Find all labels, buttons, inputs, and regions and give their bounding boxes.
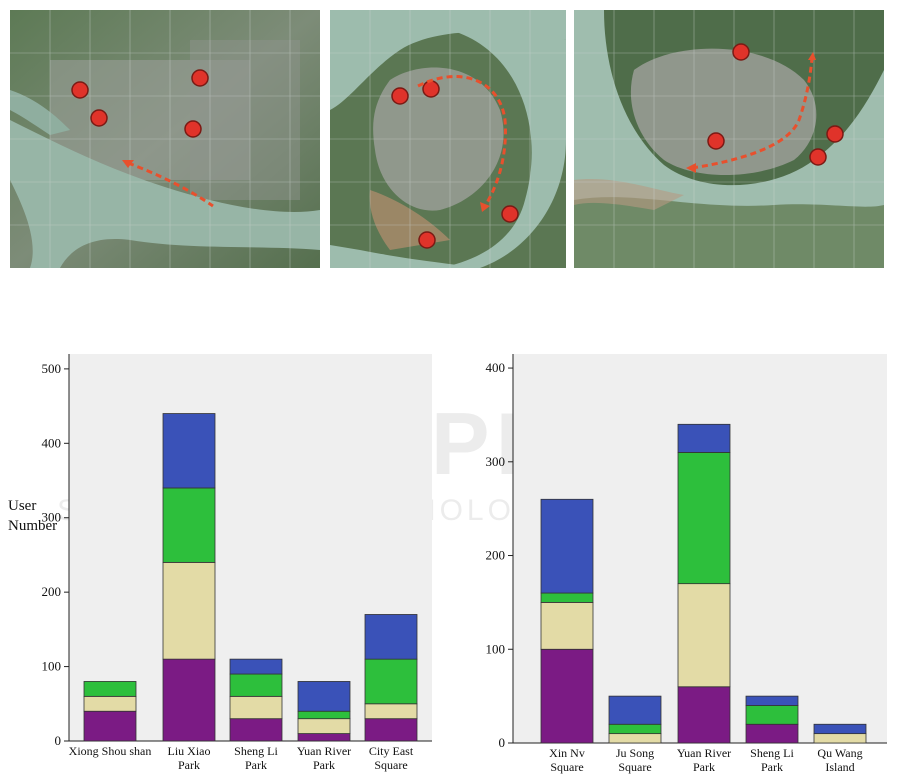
bar-segment xyxy=(83,710,137,742)
location-marker-icon xyxy=(391,80,519,249)
bar-segment xyxy=(745,695,799,706)
bar-segment xyxy=(297,718,351,734)
x-tick-label: Yuan River xyxy=(677,746,731,760)
satellite-map-2 xyxy=(330,10,566,268)
x-tick-label: Park xyxy=(313,758,335,772)
location-marker-icon xyxy=(707,43,844,166)
bar-segment xyxy=(297,733,351,742)
bar-segment xyxy=(677,583,731,688)
y-tick-label: 400 xyxy=(42,435,62,450)
y-tick-label: 100 xyxy=(42,659,62,674)
y-axis-label: User Number xyxy=(8,496,57,536)
y-tick-label: 0 xyxy=(55,733,62,748)
bar-segment xyxy=(677,452,731,585)
x-tick-label: Square xyxy=(550,760,583,774)
y-tick-label: 100 xyxy=(486,641,506,656)
y-tick-label: 200 xyxy=(486,548,506,563)
bar-segment xyxy=(608,695,662,725)
bar-segment xyxy=(83,695,137,712)
y-tick-label: 0 xyxy=(499,735,506,750)
bar-segment xyxy=(540,498,594,594)
bar-segment xyxy=(364,658,418,705)
bar-segment xyxy=(813,723,867,735)
bar-segment xyxy=(162,658,216,742)
bar-segment xyxy=(608,733,662,744)
x-tick-label: Park xyxy=(693,760,715,774)
bar-segment xyxy=(162,487,216,563)
bar-segment xyxy=(677,423,731,453)
x-tick-label: Qu Wang xyxy=(817,746,862,760)
y-axis-label-line1: User xyxy=(8,498,37,514)
y-axis-label-line2: Number xyxy=(8,518,58,534)
satellite-map-3 xyxy=(574,10,884,268)
y-tick-label: 300 xyxy=(486,454,506,469)
bar-segment xyxy=(540,601,594,650)
x-tick-label: Square xyxy=(374,758,407,772)
y-tick-label: 200 xyxy=(42,584,62,599)
bar-segment xyxy=(364,614,418,660)
x-tick-label: Yuan River xyxy=(297,744,351,758)
bar-segment xyxy=(745,723,799,744)
bar-segment xyxy=(229,718,283,742)
bar-segment xyxy=(297,681,351,712)
bar-segment xyxy=(540,592,594,603)
x-tick-label: City East xyxy=(369,744,414,758)
bar-segment xyxy=(540,648,594,744)
bar-segment xyxy=(364,718,418,742)
x-tick-label: Liu Xiao xyxy=(168,744,211,758)
bar-segment xyxy=(813,733,867,744)
route-arrow-icon xyxy=(691,57,814,170)
satellite-map-1 xyxy=(10,10,320,268)
bar-segment xyxy=(162,413,216,489)
x-tick-label: Park xyxy=(178,758,200,772)
x-tick-label: Xin Nv xyxy=(549,746,585,760)
bar-segment xyxy=(229,658,283,675)
bar-segment xyxy=(608,723,662,735)
bar-segment xyxy=(162,561,216,660)
bar-segment xyxy=(297,710,351,720)
route-arrow-icon xyxy=(417,75,507,207)
location-marker-icon xyxy=(71,69,209,138)
bar-segment xyxy=(229,673,283,697)
y-tick-label: 500 xyxy=(42,361,62,376)
y-tick-label: 300 xyxy=(42,510,62,525)
bar-segment xyxy=(229,695,283,720)
x-tick-label: Island xyxy=(825,760,854,774)
x-tick-label: Sheng Li xyxy=(234,744,278,758)
bar-segment xyxy=(364,703,418,720)
x-tick-label: Xiong Shou shan xyxy=(69,744,152,758)
y-tick-label: 400 xyxy=(486,360,506,375)
x-tick-label: Park xyxy=(245,758,267,772)
x-tick-label: Ju Song xyxy=(616,746,654,760)
x-tick-label: Sheng Li xyxy=(750,746,794,760)
bar-segment xyxy=(677,686,731,744)
route-arrow-icon xyxy=(127,161,214,208)
x-tick-label: Park xyxy=(761,760,783,774)
bar-segment xyxy=(745,705,799,725)
bar-segment xyxy=(83,681,137,697)
x-tick-label: Square xyxy=(618,760,651,774)
